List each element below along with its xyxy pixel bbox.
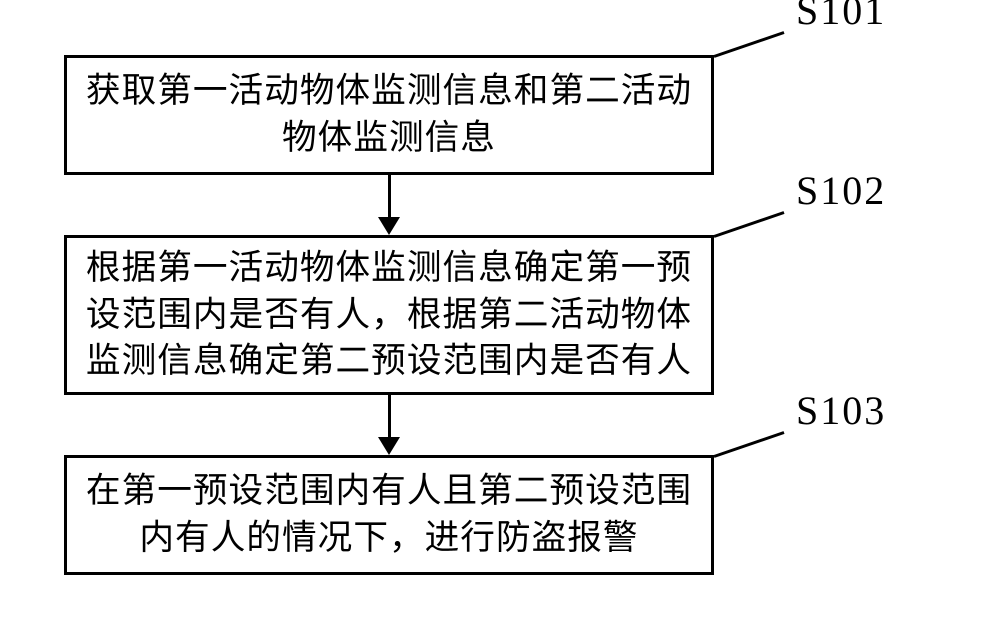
- step-label-s103: S103: [796, 387, 886, 434]
- flow-node-s103: 在第一预设范围内有人且第二预设范围内有人的情况下，进行防盗报警: [64, 455, 714, 575]
- arrow-line: [388, 175, 391, 217]
- flow-node-s102: 根据第一活动物体监测信息确定第一预设范围内是否有人，根据第二活动物体监测信息确定…: [64, 235, 714, 395]
- flow-node-text: 在第一预设范围内有人且第二预设范围内有人的情况下，进行防盗报警: [79, 468, 699, 562]
- flow-node-s101: 获取第一活动物体监测信息和第二活动物体监测信息: [64, 55, 714, 175]
- step-label-s101: S101: [796, 0, 886, 34]
- arrow-head-icon: [378, 437, 400, 455]
- leader-line: [714, 431, 785, 458]
- arrow-line: [388, 395, 391, 437]
- arrow-head-icon: [378, 217, 400, 235]
- flowchart-canvas: 获取第一活动物体监测信息和第二活动物体监测信息 S101 根据第一活动物体监测信息确…: [0, 0, 1000, 629]
- leader-line: [714, 31, 785, 58]
- leader-line: [714, 211, 785, 238]
- flow-node-text: 获取第一活动物体监测信息和第二活动物体监测信息: [79, 68, 699, 162]
- step-label-s102: S102: [796, 167, 886, 214]
- flow-node-text: 根据第一活动物体监测信息确定第一预设范围内是否有人，根据第二活动物体监测信息确定…: [79, 245, 699, 385]
